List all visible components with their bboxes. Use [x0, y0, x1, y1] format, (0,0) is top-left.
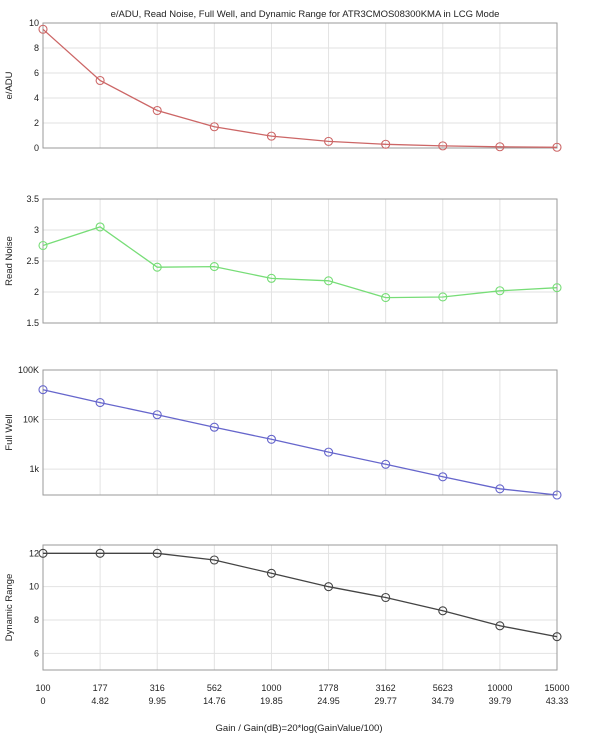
data-point [324, 582, 334, 592]
y-tick-label: 10 [29, 18, 39, 28]
subplot-1: 0 2 4 6 8 10 e/ADU [4, 18, 562, 153]
x-tick-label-gain-db: 43.33 [546, 696, 569, 706]
data-point [266, 131, 276, 141]
figure-title: e/ADU, Read Noise, Full Well, and Dynami… [111, 9, 500, 20]
data-point [495, 621, 505, 631]
y-axis-label: Read Noise [4, 236, 15, 286]
x-tick-label-gain: 562 [207, 683, 222, 693]
data-point [324, 136, 334, 146]
y-tick-label: 12 [29, 548, 39, 558]
y-tick-label: 2.5 [26, 256, 39, 266]
series-line [42, 28, 558, 148]
data-point [38, 240, 48, 251]
x-tick-label-gain-db: 9.95 [148, 696, 166, 706]
y-tick-label: 10K [23, 415, 39, 425]
data-point [209, 422, 219, 432]
y-tick-label: 2 [34, 287, 39, 297]
x-tick-label-gain: 1778 [319, 683, 339, 693]
data-point [438, 472, 448, 482]
x-tick-label-gain: 15000 [544, 683, 569, 693]
y-tick-label: 1.5 [26, 318, 39, 328]
y-tick-label: 100K [18, 365, 39, 375]
data-point [38, 385, 48, 395]
x-tick-label-gain-db: 0 [40, 696, 45, 706]
y-axis-label: Full Well [4, 414, 15, 450]
data-point [495, 286, 505, 296]
x-tick-label-gain-db: 14.76 [203, 696, 226, 706]
data-point [438, 606, 448, 616]
axes-frame [42, 22, 558, 149]
series-line [43, 552, 558, 638]
data-point [209, 122, 219, 132]
subplots: 0 2 4 6 8 10 e/ADU 1.5 2 2.5 3 3.5 Read Noise 1k 10K 10… [4, 18, 562, 671]
data-point [266, 568, 276, 578]
x-tick-label-gain-db: 34.79 [432, 696, 455, 706]
x-tick-label-gain-db: 29.77 [374, 696, 397, 706]
data-point [38, 24, 48, 34]
data-point [438, 141, 448, 151]
x-tick-label-gain: 3162 [376, 683, 396, 693]
x-tick-label-gain: 1000 [261, 683, 281, 693]
data-point [152, 548, 162, 558]
y-tick-label: 1k [29, 464, 39, 474]
axes-frame [42, 544, 558, 671]
x-tick-label-gain: 10000 [487, 683, 512, 693]
y-tick-label: 6 [34, 68, 39, 78]
data-point [381, 459, 391, 469]
x-tick-label-gain-db: 24.95 [317, 696, 340, 706]
data-point [95, 75, 105, 86]
data-point [95, 398, 105, 408]
y-axis-label: Dynamic Range [4, 574, 15, 642]
subplot-4: 6 8 10 12 Dynamic Range [4, 544, 562, 671]
x-tick-label-gain: 316 [150, 683, 165, 693]
subplot-2: 1.5 2 2.5 3 3.5 Read Noise [4, 194, 562, 328]
data-point [381, 139, 391, 149]
x-tick-label-gain-db: 4.82 [91, 696, 109, 706]
y-tick-label: 8 [34, 615, 39, 625]
data-point [95, 548, 105, 558]
y-tick-label: 2 [34, 118, 39, 128]
axes-frame [42, 369, 558, 496]
y-tick-label: 3.5 [26, 194, 39, 204]
x-tick-label-gain: 5623 [433, 683, 453, 693]
data-point [552, 490, 562, 500]
y-tick-label: 0 [34, 143, 39, 153]
data-point [552, 142, 562, 152]
x-tick-label-gain-db: 19.85 [260, 696, 283, 706]
data-point [324, 447, 334, 457]
y-tick-label: 6 [34, 648, 39, 658]
data-point [209, 555, 219, 565]
data-point [495, 142, 505, 152]
series-line [42, 389, 558, 496]
data-point [266, 434, 276, 444]
x-tick-label-gain: 100 [35, 683, 50, 693]
data-point [438, 292, 448, 302]
y-tick-label: 8 [34, 43, 39, 53]
data-point [324, 276, 334, 286]
data-point [552, 283, 562, 293]
y-tick-label: 10 [29, 582, 39, 592]
y-tick-label: 3 [34, 225, 39, 235]
subplot-3: 1k 10K 100K Full Well [4, 365, 562, 500]
data-point [552, 632, 562, 642]
data-point [152, 262, 162, 272]
series-line [42, 226, 558, 299]
data-point [152, 105, 162, 116]
data-point [381, 592, 391, 603]
x-tick-label-gain: 177 [93, 683, 108, 693]
x-axis-label: Gain / Gain(dB)=20*log(GainValue/100) [216, 723, 383, 734]
x-tick-label-gain-db: 39.79 [489, 696, 512, 706]
axes-frame [42, 198, 558, 324]
data-point [495, 484, 505, 494]
data-point [152, 410, 162, 420]
data-point [209, 262, 219, 272]
data-point [38, 548, 48, 558]
data-point [95, 222, 105, 232]
y-axis-label: e/ADU [4, 71, 15, 99]
x-axis-tick-labels: 10001774.823169.9556214.76100019.8517782… [35, 683, 569, 706]
data-point [266, 273, 276, 283]
data-point [381, 293, 391, 303]
y-tick-label: 4 [34, 93, 39, 103]
